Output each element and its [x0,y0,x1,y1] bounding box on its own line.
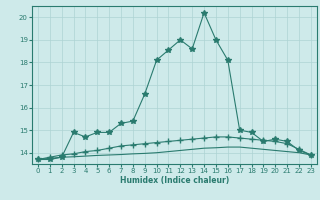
X-axis label: Humidex (Indice chaleur): Humidex (Indice chaleur) [120,176,229,185]
